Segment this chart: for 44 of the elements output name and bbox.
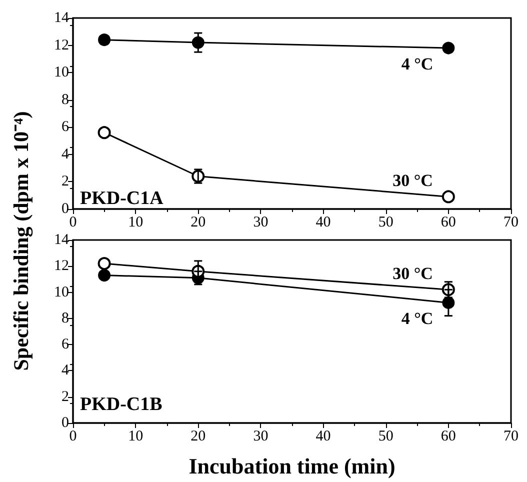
x-tick-label: 50 <box>378 214 394 230</box>
y-tick-label: 4 <box>62 362 70 379</box>
x-tick-label: 30 <box>253 214 268 230</box>
y-tick-label: 14 <box>54 10 70 26</box>
series-label: 30 °C <box>392 171 433 190</box>
series-label: 30 °C <box>392 264 433 284</box>
text: PKD-C1B <box>80 394 163 415</box>
point <box>442 190 455 204</box>
y-tick-label: 14 <box>54 232 70 248</box>
y-tick-label: 6 <box>62 336 70 353</box>
y-tick-label: 0 <box>62 415 69 431</box>
x-tick-label: 10 <box>128 214 144 230</box>
x-tick-label: 30 <box>253 428 268 444</box>
y-tick-label: 12 <box>54 258 69 274</box>
x-tick-label: 70 <box>504 428 518 444</box>
point <box>442 42 455 54</box>
x-tick-label: 50 <box>378 428 394 444</box>
text: PKD-C1A <box>80 188 164 209</box>
y-tick-label: 2 <box>62 388 69 405</box>
y-tick-label: 0 <box>62 201 69 217</box>
x-tick-label: 40 <box>316 214 331 230</box>
x-tick-label: 60 <box>440 214 456 230</box>
series-label: 4 °C <box>401 54 434 74</box>
y-tick-label: 2 <box>62 174 69 190</box>
y-tick-label: 4 <box>62 146 70 162</box>
y-tick-label: 10 <box>54 64 69 81</box>
y-tick-label: 10 <box>54 284 69 300</box>
series-label: 4 °C <box>401 309 434 328</box>
point <box>98 257 111 270</box>
x-tick-label: 60 <box>440 428 456 444</box>
y-tick-label: 8 <box>62 92 69 108</box>
x-axis-title: Incubation time (min) <box>188 454 396 478</box>
point <box>98 126 111 140</box>
point <box>98 269 111 282</box>
y-tick-label: 6 <box>62 119 70 136</box>
x-tick-label: 10 <box>128 428 144 444</box>
x-tick-label: 20 <box>190 428 206 444</box>
y-tick-label: 12 <box>54 37 69 54</box>
y-axis-title: Specific binding (dpm x 10⁻⁴) <box>8 111 34 371</box>
point <box>98 34 111 46</box>
x-tick-label: 70 <box>504 214 518 230</box>
y-tick-label: 8 <box>62 310 69 326</box>
x-tick-label: 20 <box>190 214 206 230</box>
x-tick-label: 40 <box>316 428 331 444</box>
